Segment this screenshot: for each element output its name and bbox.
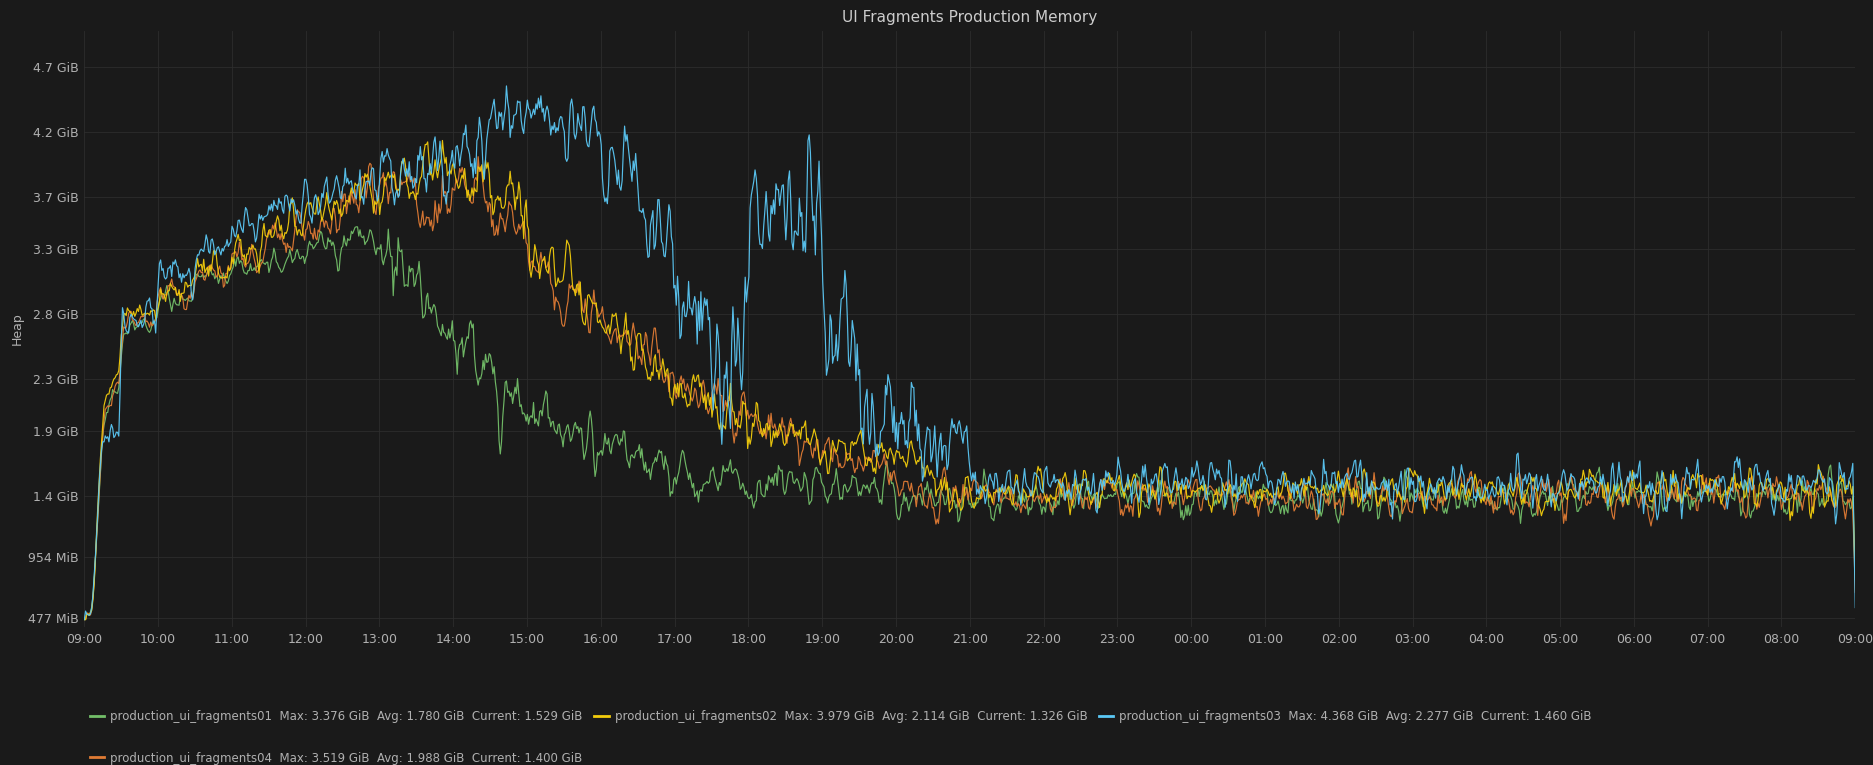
Title: UI Fragments Production Memory: UI Fragments Production Memory xyxy=(841,10,1098,25)
Y-axis label: Heap: Heap xyxy=(11,313,24,345)
Legend: production_ui_fragments04  Max: 3.519 GiB  Avg: 1.988 GiB  Current: 1.400 GiB: production_ui_fragments04 Max: 3.519 GiB… xyxy=(90,751,583,764)
